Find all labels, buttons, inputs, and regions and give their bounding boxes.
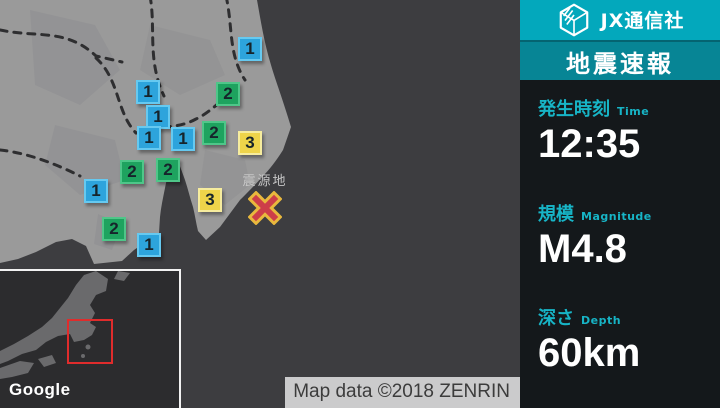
intensity-marker: 2 — [102, 217, 126, 241]
brand-header: JX通信社 — [520, 0, 720, 40]
intensity-marker: 2 — [216, 82, 240, 106]
jx-press-logo-icon — [559, 3, 588, 37]
field-depth-label: 深さ Depth — [538, 307, 622, 329]
intensity-marker: 1 — [136, 80, 160, 104]
intensity-marker: 1 — [137, 126, 161, 150]
depth-value: 60km — [538, 330, 641, 375]
intensity-marker: 1 — [171, 127, 195, 151]
field-magnitude-label: 規模 Magnitude — [538, 203, 652, 225]
intensity-marker: 1 — [238, 37, 262, 61]
map-attribution: Map data ©2018 ZENRIN — [285, 377, 520, 408]
time-value: 12:35 — [538, 122, 641, 167]
intensity-marker: 1 — [137, 233, 161, 257]
epicenter-label: 震源地 — [242, 174, 288, 189]
intensity-marker: 1 — [146, 105, 170, 129]
alert-title: 地震速報 — [566, 49, 674, 78]
epicenter-marker: 震源地 — [225, 170, 305, 230]
intensity-marker: 3 — [238, 131, 262, 155]
google-logo[interactable]: Google — [9, 380, 71, 399]
intensity-marker: 2 — [120, 160, 144, 184]
field-depth: 深さ Depth 60km — [538, 304, 720, 375]
intensity-marker: 2 — [202, 121, 226, 145]
field-magnitude: 規模 Magnitude M4.8 — [538, 200, 720, 271]
intensity-marker: 3 — [198, 188, 222, 212]
inset-japan-shape — [0, 271, 179, 408]
magnitude-value: M4.8 — [538, 226, 627, 271]
info-sidebar: JX通信社 地震速報 発生時刻 Time 12:35 規模 Magnitude M4… — [520, 0, 720, 408]
field-time: 発生時刻 Time 12:35 — [538, 95, 720, 166]
field-time-label: 発生時刻 Time — [538, 99, 650, 121]
intensity-marker: 2 — [156, 158, 180, 182]
inset-map: Google — [0, 269, 181, 408]
alert-title-band: 地震速報 — [520, 39, 720, 81]
brand-name: JX通信社 — [600, 10, 685, 33]
intensity-marker: 1 — [84, 179, 108, 203]
quake-info-panel: 発生時刻 Time 12:35 規模 Magnitude M4.8 深さ Depth … — [520, 80, 720, 408]
inset-viewport-rect — [67, 319, 113, 364]
epicenter-x-icon — [247, 190, 283, 226]
